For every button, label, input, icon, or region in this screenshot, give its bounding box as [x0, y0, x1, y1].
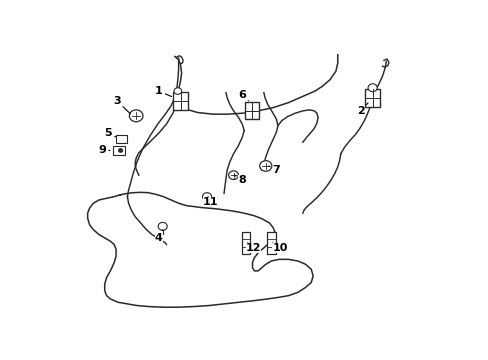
- Polygon shape: [242, 231, 250, 254]
- Polygon shape: [267, 231, 275, 254]
- Polygon shape: [112, 146, 124, 154]
- Polygon shape: [173, 93, 187, 109]
- Text: 2: 2: [356, 103, 367, 116]
- Circle shape: [118, 148, 122, 152]
- Text: 10: 10: [272, 243, 287, 253]
- Text: 6: 6: [238, 90, 248, 101]
- Text: 3: 3: [113, 96, 130, 114]
- Circle shape: [129, 110, 142, 122]
- Circle shape: [158, 222, 167, 230]
- Circle shape: [259, 161, 271, 171]
- Text: 8: 8: [234, 175, 245, 185]
- Circle shape: [202, 193, 211, 201]
- Text: 7: 7: [268, 165, 280, 175]
- Polygon shape: [116, 135, 127, 143]
- Text: 1: 1: [155, 86, 171, 96]
- Text: 11: 11: [203, 197, 218, 207]
- Text: 12: 12: [245, 243, 261, 253]
- Polygon shape: [244, 102, 259, 120]
- Circle shape: [228, 171, 238, 180]
- Circle shape: [367, 84, 376, 92]
- Text: 5: 5: [104, 128, 115, 138]
- Polygon shape: [365, 89, 379, 107]
- Text: 4: 4: [155, 230, 163, 243]
- Text: 9: 9: [98, 145, 110, 156]
- Circle shape: [174, 88, 181, 94]
